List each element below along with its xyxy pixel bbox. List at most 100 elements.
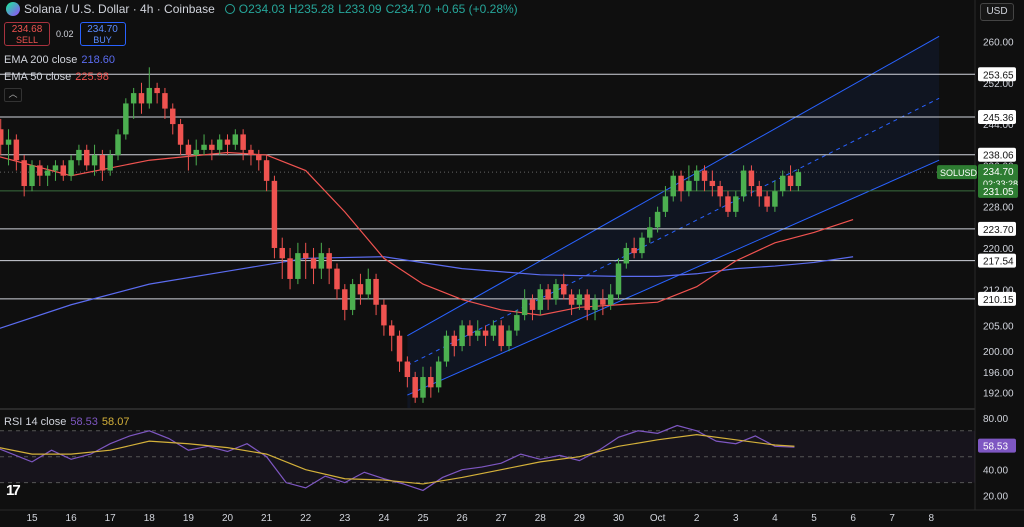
countdown-tag: 02:33:28 [983,179,1018,189]
time-tick-label: 6 [850,513,856,524]
sell-button[interactable]: 234.68 SELL [4,22,50,46]
ema50-label: EMA 50 close [4,71,72,83]
candle-body [443,335,450,362]
rsi-value: 58.53 [70,416,98,428]
support-label-box [978,184,1018,198]
time-tick-label: 3 [733,513,739,524]
time-tick-label: 15 [26,513,38,524]
ema50-value: 225.98 [75,71,109,83]
candle-body [428,377,434,388]
candle-body [647,227,653,238]
level-label-box [978,147,1016,162]
candle-body [701,170,708,181]
ema50-legend[interactable]: EMA 50 close 225.98 [4,71,109,83]
support-label: 231.05 [983,187,1014,198]
price-tick-label: 228.00 [983,203,1014,214]
candle-body [91,155,98,166]
candle-body [224,139,231,145]
candle-body [154,87,160,94]
time-tick-label: 25 [417,513,429,524]
candle-body [639,237,645,254]
time-tick-label: 2 [694,513,700,524]
candle-body [467,325,473,336]
candle-body [21,160,27,187]
candle-body [623,247,630,264]
time-tick-label: 17 [105,513,117,524]
ema200-label: EMA 200 close [4,54,78,66]
symbol-title[interactable]: Solana / U.S. Dollar · 4h · Coinbase [24,2,215,16]
collapse-legend-button[interactable]: ︿ [4,88,22,102]
candle-body [302,253,309,259]
candle-body [748,170,755,187]
candle-body [295,253,301,279]
channel-lower-line [407,159,940,396]
candle-body [764,196,770,207]
candle-body [740,170,747,197]
time-tick-label: 26 [457,513,469,524]
candle-body [388,325,395,336]
price-tick-label: 200.00 [983,347,1014,358]
price-tick-label: 205.00 [983,321,1014,332]
symbol-tag: SOLUSD [940,168,978,178]
candle-body [553,284,559,300]
sell-price: 234.68 [11,24,43,35]
candle-body [404,361,411,378]
candle-body [232,134,239,145]
rsi-ma-line [0,434,795,485]
candle-body [123,103,129,135]
candle-body [0,129,4,145]
price-tick-label: 260.00 [983,37,1014,48]
candle-body [615,263,622,295]
ohlc-high: H235.28 [288,2,335,16]
level-label: 245.36 [983,113,1014,124]
candle-body [381,304,387,326]
candle-body [779,175,786,192]
time-tick-label: 18 [144,513,156,524]
ohlc-low: L233.09 [338,2,382,16]
candle-body [37,165,43,176]
candle-body [170,108,176,125]
candle-body [576,294,583,305]
candle-body [693,170,700,181]
candle-body [373,278,379,305]
level-label: 238.06 [983,151,1014,162]
candle-body [670,175,676,197]
rsi-legend[interactable]: RSI 14 close 58.53 58.07 [4,416,129,428]
time-tick-label: 8 [929,513,935,524]
market-status-icon [224,4,235,14]
candle-body [545,289,551,300]
candle-body [662,196,669,212]
candle-body [435,361,442,388]
rsi-tick-label: 20.00 [983,492,1008,503]
candle-body [177,124,184,145]
rsi-label: RSI 14 close [4,416,67,428]
candle-body [334,268,340,290]
price-change: +0.65 (+0.28%) [434,2,518,16]
candle-body [592,299,598,310]
time-tick-label: 28 [535,513,547,524]
candle-body [287,258,293,279]
candle-body [13,139,20,161]
candle-body [490,325,497,336]
candle-body [29,165,35,187]
candle-body [130,93,137,104]
level-label-box [978,253,1016,268]
currency-selector[interactable]: USD [980,3,1014,21]
time-tick-label: 21 [261,513,273,524]
candle-body [138,93,145,104]
symbol-tag-box [937,165,977,180]
candle-body [537,289,544,310]
buy-button[interactable]: 234.70 BUY [79,22,126,46]
candle-body [326,253,332,269]
candle-body [396,335,403,362]
price-tag-box [978,164,1018,191]
candle-body [412,377,418,398]
tradingview-logo-icon: 17 [6,482,21,499]
candle-body [600,299,606,305]
ema200-legend[interactable]: EMA 200 close 218.60 [4,54,115,66]
rsi-ma-value: 58.07 [101,416,130,428]
candle-body [654,211,661,228]
candle-body [271,180,278,248]
solana-logo-icon [6,2,20,16]
